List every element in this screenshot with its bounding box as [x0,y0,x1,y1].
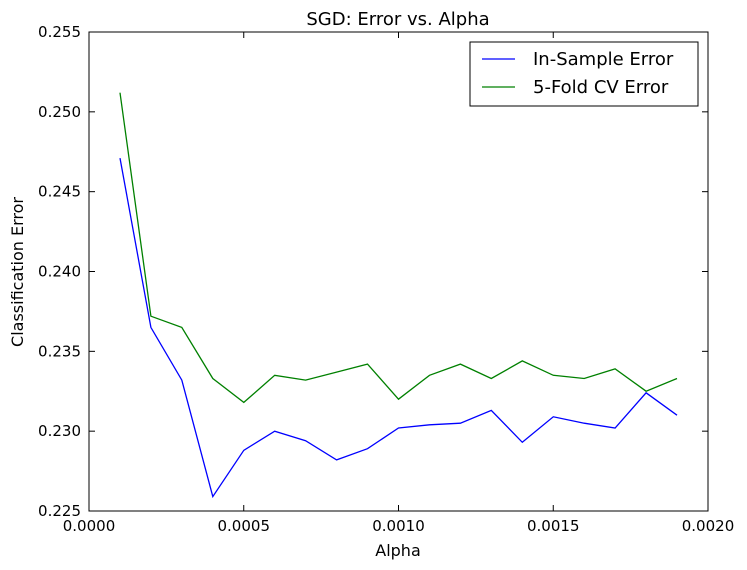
chart-title: SGD: Error vs. Alpha [306,9,489,30]
y-tick-label: 0.235 [38,342,81,360]
x-axis: 0.0000 0.0005 0.0010 0.0015 0.0020 [63,32,735,535]
x-tick-label: 0.0020 [682,517,735,535]
y-tick-label: 0.245 [38,183,81,201]
plot-frame [88,31,709,512]
series-line-cv-error [119,92,678,404]
y-axis-title: Classification Error [8,197,27,347]
legend-frame [469,41,699,107]
y-tick-label: 0.255 [38,23,81,41]
x-tick-label: 0.0000 [63,517,116,535]
y-tick-label: 0.250 [38,103,81,121]
y-tick-label: 0.240 [38,263,81,281]
x-tick-label: 0.0015 [527,517,580,535]
y-tick-label: 0.230 [38,422,81,440]
series-layer [119,92,678,499]
x-axis-title: Alpha [375,541,421,560]
legend-label-cv: 5-Fold CV Error [533,77,669,98]
y-tick-label: 0.225 [38,502,81,520]
x-tick-label: 0.0010 [372,517,425,535]
legend: In-Sample Error 5-Fold CV Error [469,41,699,107]
x-tick-label: 0.0005 [218,517,271,535]
legend-label-in-sample: In-Sample Error [533,49,674,70]
series-line-in-sample-error [119,157,678,499]
